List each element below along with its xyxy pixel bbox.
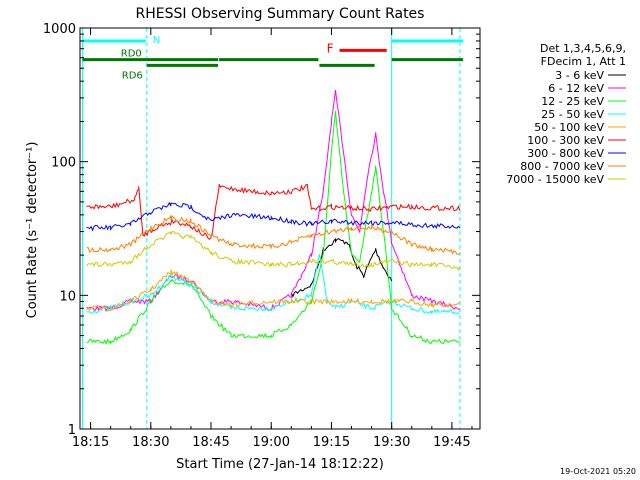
bar-label-rd6: RD6: [122, 70, 143, 81]
legend-label-7000-15000-kev: 7000 - 15000 keV: [506, 173, 604, 186]
series-group: [86, 89, 461, 346]
footer-timestamp: 19-Oct-2021 05:20: [560, 467, 636, 476]
x-tick-label: 19:00: [253, 435, 290, 450]
series-line-6-12-kev: [86, 89, 460, 313]
legend-header-line: Det 1,3,4,5,6,9,: [540, 42, 626, 55]
y-tick-label: 1000: [43, 22, 76, 37]
series-line-7000-15000-kev: [86, 231, 461, 272]
legend: Det 1,3,4,5,6,9,FDecim 1, Att 13 - 6 keV…: [506, 42, 626, 186]
legend-label-25-50-kev: 25 - 50 keV: [541, 108, 604, 121]
series-line-50-100-kev: [86, 269, 461, 312]
bar-label-f: F: [327, 41, 334, 55]
x-axis: 18:15 18:30 18:45 19:00 19:15 19:30 19:45: [72, 28, 473, 450]
x-tick-label: 18:30: [132, 435, 169, 450]
x-tick-label: 19:30: [373, 435, 410, 450]
chart-title: RHESSI Observing Summary Count Rates: [136, 6, 425, 22]
overlay-bars: N F RD0 RD6: [82, 35, 463, 81]
x-tick-label: 19:15: [313, 435, 350, 450]
series-line-300-800-kev: [86, 201, 461, 232]
series-line-100-300-kev: [86, 183, 461, 241]
series-line-12-25-kev: [86, 111, 461, 346]
legend-label-50-100-kev: 50 - 100 keV: [534, 121, 604, 134]
bar-label-rd0: RD0: [121, 49, 142, 60]
y-tick-label: 100: [51, 156, 76, 171]
y-tick-label: 10: [59, 289, 76, 304]
legend-label-100-300-kev: 100 - 300 keV: [527, 134, 604, 147]
x-tick-label: 19:45: [433, 435, 470, 450]
x-tick-label: 18:45: [192, 435, 229, 450]
y-axis: 1 10 100 1000: [43, 22, 480, 438]
bar-label-n: N: [153, 35, 160, 46]
x-axis-label: Start Time (27-Jan-14 18:12:22): [176, 457, 384, 472]
legend-header-line: FDecim 1, Att 1: [541, 55, 626, 68]
y-axis-label: Count Rate (s⁻¹ detector⁻¹): [25, 142, 40, 319]
x-tick-label: 18:15: [72, 435, 109, 450]
vertical-markers: [82, 28, 461, 429]
series-line-3-6-kev: [290, 237, 393, 298]
legend-label-6-12-kev: 6 - 12 keV: [548, 82, 604, 95]
plot-frame: [79, 27, 481, 430]
legend-label-3-6-kev: 3 - 6 keV: [555, 69, 604, 82]
legend-label-300-800-kev: 300 - 800 keV: [527, 147, 604, 160]
legend-label-800-7000-kev: 800 - 7000 keV: [520, 160, 604, 173]
series-line-800-7000-kev: [86, 215, 461, 255]
y-tick-label: 1: [68, 423, 76, 438]
series-line-25-50-kev: [86, 254, 460, 315]
legend-label-12-25-kev: 12 - 25 keV: [541, 95, 604, 108]
